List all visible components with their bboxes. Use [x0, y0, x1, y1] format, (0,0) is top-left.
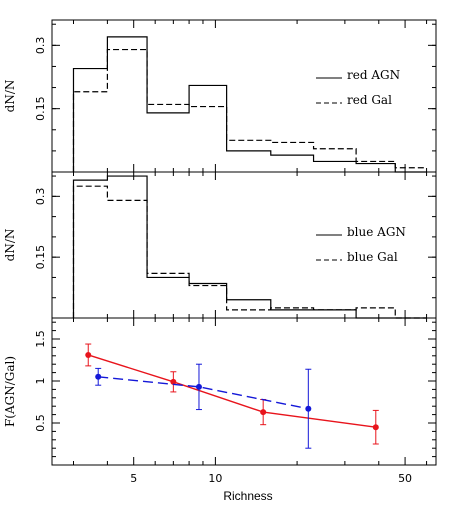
x-axis-title: Richness — [223, 489, 272, 503]
data-point — [305, 405, 312, 412]
panel-middle-ytick-label: 0.15 — [34, 245, 47, 270]
data-point — [170, 378, 177, 385]
panel-bottom-ytick-label: 1.5 — [34, 330, 47, 348]
panel-top-histogram: 0.15 0.3 dN/N red AGN red Gal — [3, 19, 437, 173]
legend-label: red AGN — [347, 68, 400, 82]
data-point — [260, 409, 267, 416]
panel-middle-frame — [51, 171, 437, 319]
data-point — [95, 373, 102, 380]
panel-middle-histogram: 0.15 0.3 dN/N blue AGN blue Gal — [3, 171, 437, 319]
panel-top-ytick-label: 0.15 — [34, 96, 47, 121]
data-point — [195, 383, 202, 390]
ratio-series-line-1 — [98, 376, 309, 410]
series-blue-gal — [72, 185, 427, 319]
panel-middle-y-axis-title: dN/N — [3, 229, 17, 262]
series-blue-agn — [72, 175, 427, 319]
ratio-series-line-0 — [88, 354, 376, 428]
legend-label: blue Gal — [347, 250, 398, 264]
panel-bottom-ytick-label: 1 — [34, 378, 47, 385]
panel-bottom-frame — [51, 317, 437, 466]
panel-bottom-ratio: 0.5 1 1.5 F(AGN/Gal) 5 10 50 — [3, 317, 437, 485]
panel-top-y-axis-title: dN/N — [3, 80, 17, 113]
series-red-gal — [72, 48, 427, 172]
panel-bottom-ytick-label: 0.5 — [34, 414, 47, 432]
panel-top-ytick-label: 0.3 — [34, 37, 47, 55]
x-tick-label: 50 — [398, 472, 412, 485]
legend-label: blue AGN — [347, 225, 406, 239]
legend-label: red Gal — [347, 93, 392, 107]
x-tick-label: 5 — [130, 472, 137, 485]
data-point — [85, 351, 92, 358]
data-point — [372, 424, 379, 431]
panel-middle-ytick-label: 0.3 — [34, 188, 47, 206]
x-tick-label: 10 — [208, 472, 222, 485]
series-red-agn — [72, 36, 427, 173]
panel-bottom-y-axis-title: F(AGN/Gal) — [3, 356, 17, 427]
